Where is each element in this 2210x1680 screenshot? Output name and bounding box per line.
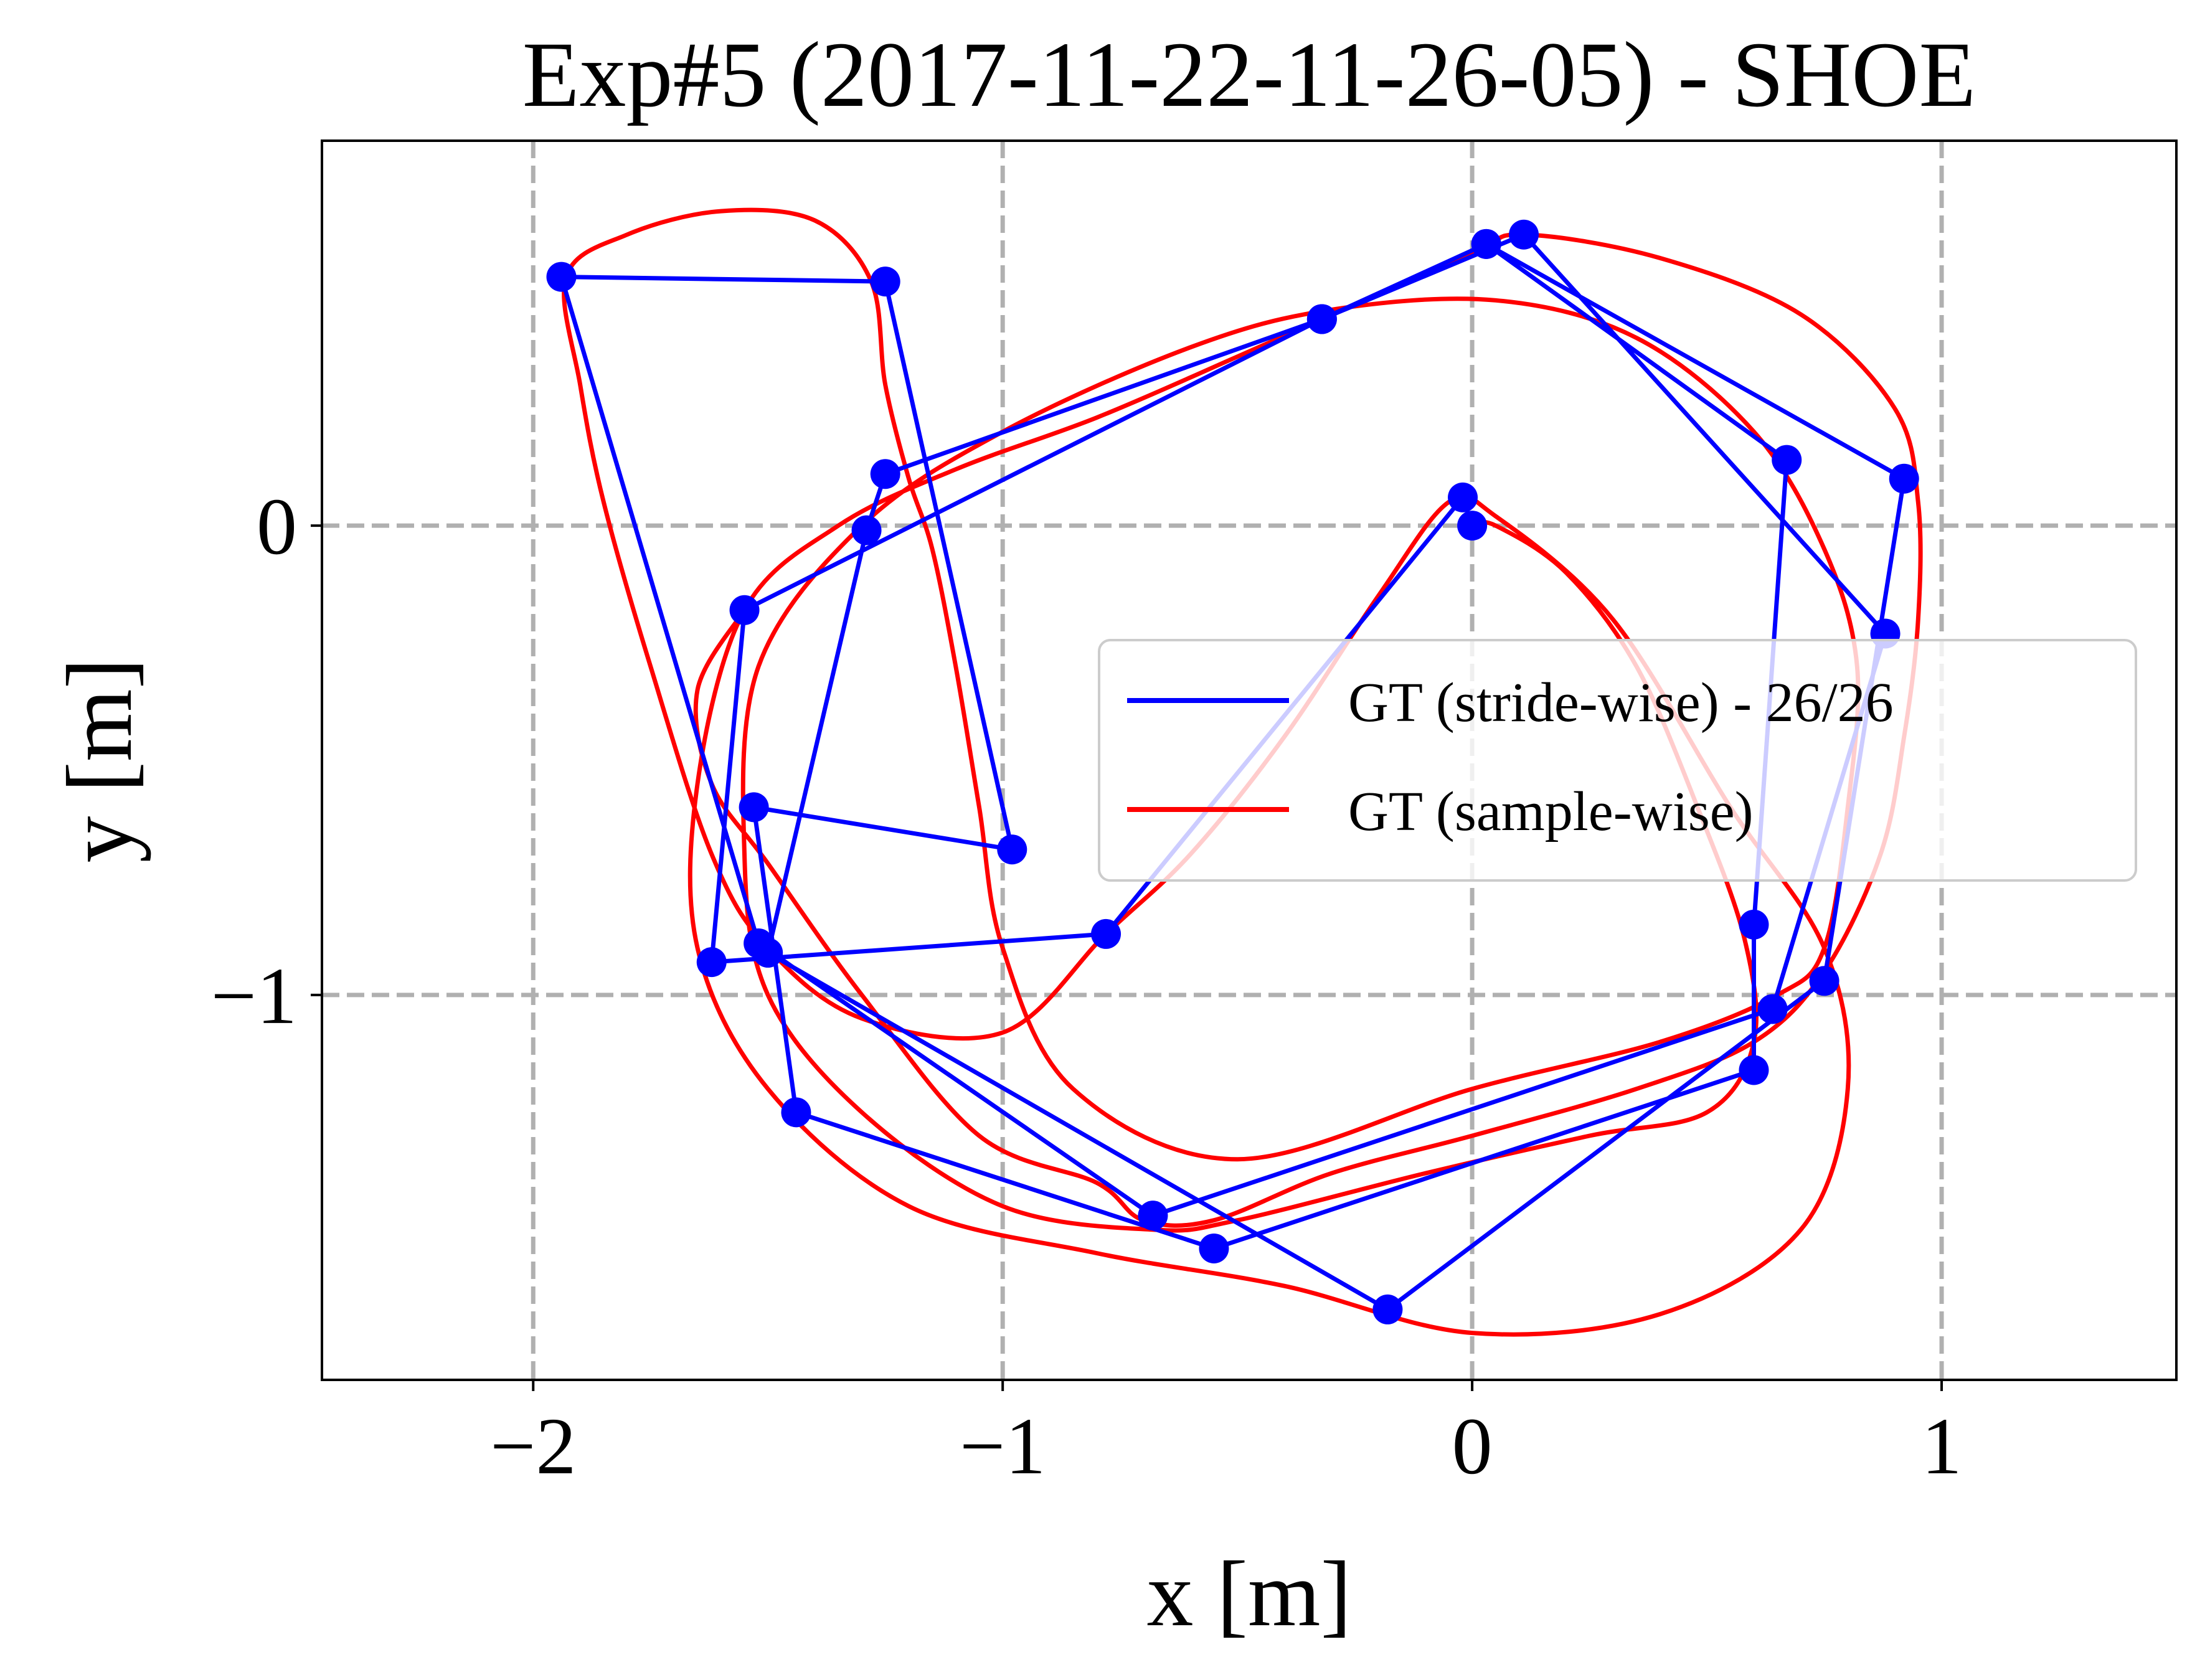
chart-title: Exp#5 (2017-11-22-11-26-05) - SHOE [522,23,1976,126]
series-point-0 [1471,229,1501,259]
series-point-0 [1739,1055,1769,1085]
x-tick-label: −1 [960,1402,1046,1491]
tick-layer: −2 −1 0 1 0 −1 [211,482,1962,1491]
series-point-0 [1457,511,1488,541]
y-tick-label: 0 [257,482,297,572]
series-point-0 [997,834,1027,865]
legend-label-stride: GT (stride-wise) - 26/26 [1348,672,1894,734]
series-point-0 [1809,966,1839,996]
series-point-0 [1372,1294,1403,1324]
series-point-0 [1739,909,1769,940]
series-point-0 [1199,1233,1229,1263]
x-tick-label: 0 [1452,1402,1493,1491]
series-point-0 [1889,463,1919,494]
y-axis-label: y [m] [48,658,151,862]
grid-layer [322,141,2176,1380]
plot-frame [321,139,2178,1381]
x-tick-label: −2 [490,1402,576,1491]
legend: GT (stride-wise) - 26/26 GT (sample-wise… [1098,639,2137,882]
series-point-0 [870,459,900,489]
series-point-0 [1772,445,1802,475]
series-point-0 [1091,918,1122,949]
series-point-0 [546,262,577,292]
x-axis-label: x [m] [1146,1542,1351,1646]
series-point-0 [781,1097,811,1128]
series-point-0 [739,792,769,823]
series-point-0 [1306,304,1337,334]
legend-label-sample: GT (sample-wise) [1348,781,1754,842]
series-point-0 [1509,219,1539,250]
series-point-0 [729,595,760,625]
y-tick-label: −1 [211,951,297,1041]
series-point-0 [1757,994,1788,1024]
legend-box [1098,639,2137,882]
series-point-0 [753,938,783,968]
series-point-0 [870,267,900,297]
series-point-0 [696,947,727,978]
x-tick-label: 1 [1922,1402,1962,1491]
series-point-0 [851,515,882,545]
series-point-0 [1448,482,1478,512]
series-point-0 [1138,1201,1168,1231]
data-layer [546,207,1923,1337]
